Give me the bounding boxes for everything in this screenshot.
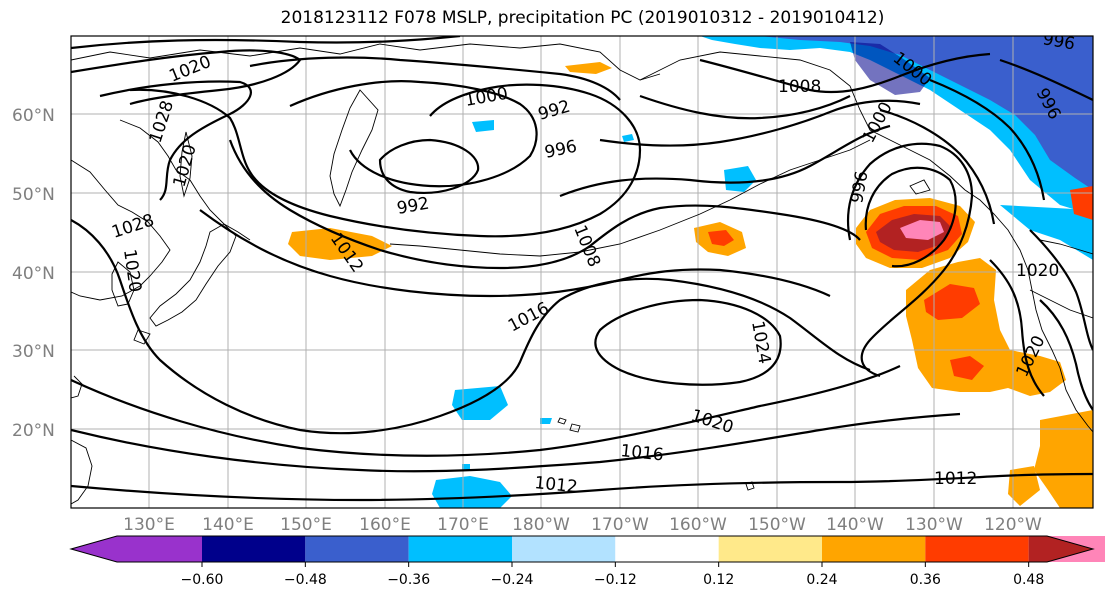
- isobar-label: 1012: [533, 473, 578, 497]
- colorbar-outline: [69, 535, 1095, 563]
- colorbar-swatch: [202, 536, 306, 562]
- isobars: [71, 36, 1093, 502]
- colorbar-tick-label: −0.24: [491, 572, 534, 588]
- lon-label-160e: 160°E: [359, 515, 411, 535]
- coastlines: [71, 43, 1093, 505]
- latitude-labels: 60°N 50°N 40°N 30°N 20°N: [12, 106, 55, 441]
- colorbar-tick-label: −0.60: [181, 572, 224, 588]
- lat-label-60n: 60°N: [12, 106, 55, 126]
- lon-label-170w: 170°W: [591, 515, 649, 535]
- lon-label-140e: 140°E: [202, 515, 254, 535]
- lon-label-170e: 170°E: [437, 515, 489, 535]
- lon-label-140w: 140°W: [826, 515, 884, 535]
- lon-label-150e: 150°E: [280, 515, 332, 535]
- lat-label-30n: 30°N: [12, 342, 55, 362]
- colorbar-swatch: [615, 536, 719, 562]
- map-area: 1020 1028 1020 1000 992 996 992 1008 100…: [71, 29, 1093, 508]
- lon-label-160w: 160°W: [669, 515, 727, 535]
- colorbar-tick-label: 0.48: [1013, 572, 1044, 588]
- map-title: 2018123112 F078 MSLP, precipitation PC (…: [280, 8, 885, 28]
- colorbar-tick-label: 0.36: [910, 572, 941, 588]
- colorbar-swatch: [822, 536, 926, 562]
- colorbar-ticks: −0.60 −0.48 −0.36 −0.24 −0.12 0.12 0.24 0.36 0.4…: [181, 562, 1044, 588]
- colorbar-swatches: [69, 535, 1105, 563]
- isobar-label: 996: [1041, 29, 1076, 54]
- colorbar-swatch: [71, 536, 202, 562]
- precip-negative-shading: [432, 36, 1093, 508]
- colorbar-swatch: [925, 536, 1029, 562]
- lon-label-150w: 150°W: [748, 515, 806, 535]
- lat-label-50n: 50°N: [12, 185, 55, 205]
- lon-label-180w: 180°W: [512, 515, 570, 535]
- isobar-label: 1012: [934, 469, 977, 489]
- colorbar: −0.60 −0.48 −0.36 −0.24 −0.12 0.12 0.24 0.36 0.4…: [69, 535, 1105, 588]
- lon-label-130e: 130°E: [123, 515, 175, 535]
- isobar-label: 1020: [1016, 261, 1059, 281]
- lat-label-20n: 20°N: [12, 421, 55, 441]
- colorbar-swatch: [408, 536, 512, 562]
- colorbar-swatch: [512, 536, 616, 562]
- isobar-label: 1016: [619, 441, 664, 465]
- map-frame: [70, 35, 1094, 509]
- colorbar-swatch: [305, 536, 409, 562]
- lon-label-130w: 130°W: [905, 515, 963, 535]
- colorbar-tick-label: −0.36: [387, 572, 430, 588]
- colorbar-swatch: [1047, 536, 1105, 562]
- colorbar-tick-label: 0.24: [806, 572, 837, 588]
- colorbar-swatch: [718, 536, 822, 562]
- graticule: [71, 36, 1093, 508]
- colorbar-tick-label: −0.48: [284, 572, 327, 588]
- colorbar-tick-label: −0.12: [594, 572, 637, 588]
- longitude-labels: 130°E 140°E 150°E 160°E 170°E 180°W 170°…: [123, 515, 1042, 535]
- isobar-label: 1008: [778, 77, 821, 97]
- lon-label-120w: 120°W: [984, 515, 1042, 535]
- colorbar-tick-label: 0.12: [703, 572, 734, 588]
- lat-label-40n: 40°N: [12, 264, 55, 284]
